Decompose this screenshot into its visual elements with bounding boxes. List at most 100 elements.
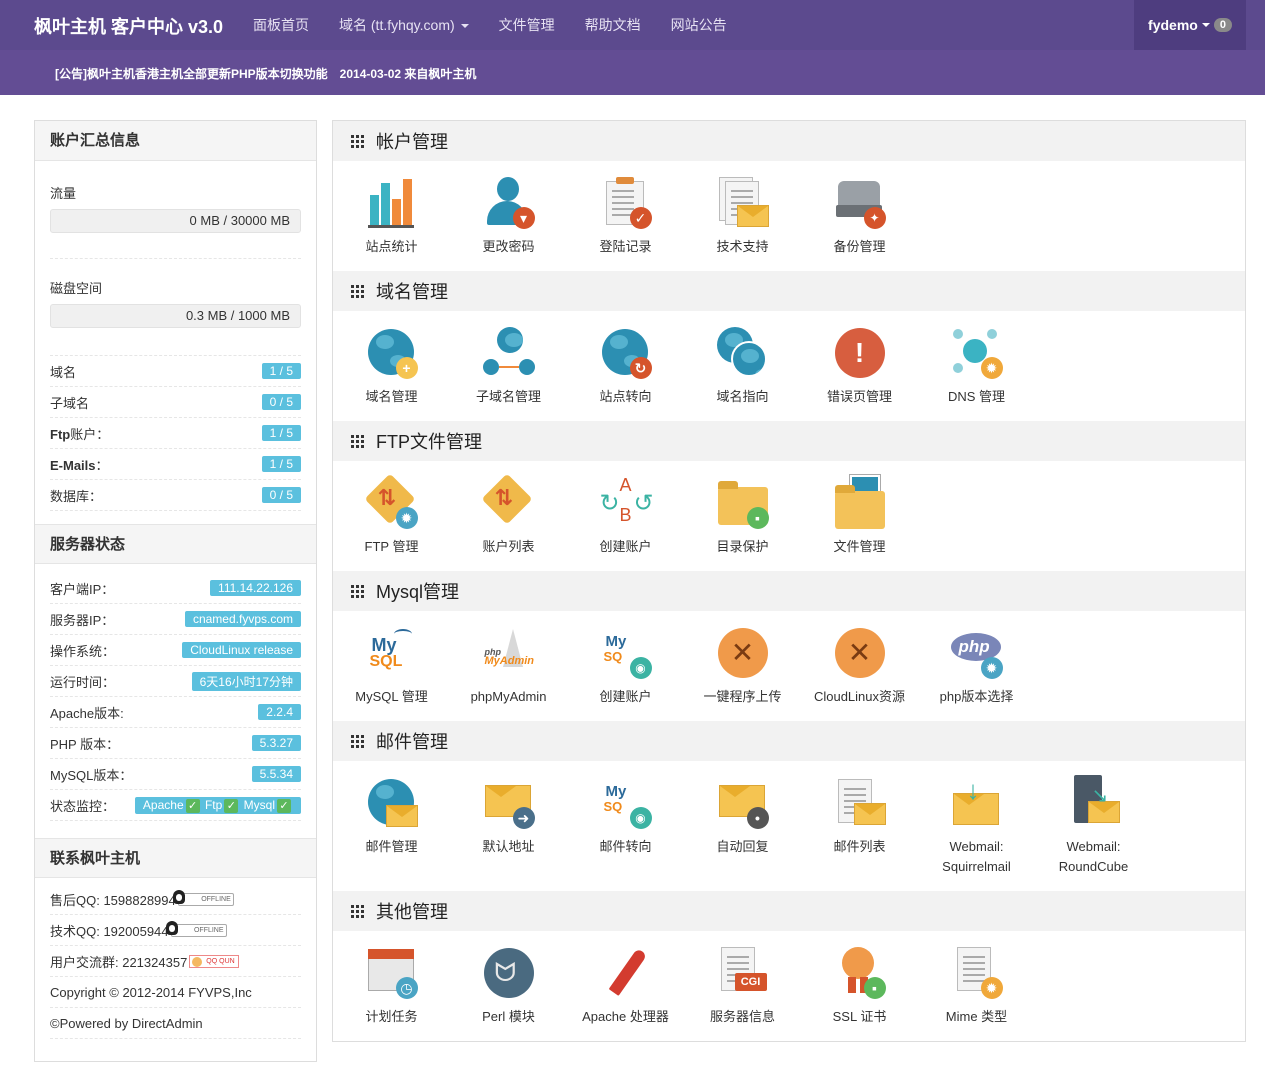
stat-label-rest: 账户： [70,426,110,442]
contact-body: 售后QQ: 1598828994 OFFLINE 技术QQ: 192005944 O… [35,878,316,1039]
user-menu[interactable]: fydemo 0 [1134,0,1246,50]
tile-error-pages[interactable]: ! 错误页管理 [801,311,918,421]
tile-mysql-manager[interactable]: My SQL MySQL 管理 [333,611,450,721]
tile-label: php版本选择 [939,689,1014,704]
stat-label: 子域名 [50,395,90,411]
server-value: 5.5.34 [251,766,301,782]
php-gear-icon: php ✹ [949,625,1005,681]
server-label: PHP 版本： [50,736,120,752]
server-label: 服务器IP： [50,612,115,628]
transfer-gear-icon: ⇅ ✹ [364,473,420,531]
sidebar: 账户汇总信息 流量 0 MB / 30000 MB 磁盘空间 0.3 MB / … [34,120,317,1062]
section-account-heading: 帐户管理 [333,121,1245,161]
nav-item-home[interactable]: 面板首页 [238,0,324,50]
tile-site-redirect[interactable]: ↻ 站点转向 [567,311,684,421]
tile-mysql-create-account[interactable]: My SQ ◉ 创建账户 [567,611,684,721]
nav-item-label: 文件管理 [498,17,555,33]
tile-ssl-certificate[interactable]: ▪ SSL 证书 [801,931,918,1041]
check-icon: ✓ [185,798,200,813]
tile-label: 域名管理 [365,389,418,404]
tile-label: 站点统计 [365,239,418,254]
server-label: 运行时间： [50,674,116,690]
tile-one-click-upload[interactable]: ✕ 一键程序上传 [684,611,801,721]
stat-label: E-Mails： [50,455,109,474]
tile-mail-manager[interactable]: 邮件管理 [333,761,450,891]
tile-apache-handlers[interactable]: Apache 处理器 [567,931,684,1041]
nav-item-domain-dropdown[interactable]: 域名 (tt.fyhqy.com) [324,0,484,50]
tile-cron-jobs[interactable]: ◷ 计划任务 [333,931,450,1041]
tile-cloudlinux-resources[interactable]: ✕ CloudLinux资源 [801,611,918,721]
tile-label: 目录保护 [716,539,769,554]
tile-ftp-manager[interactable]: ⇅ ✹ FTP 管理 [333,461,450,571]
tile-subdomain-manager[interactable]: 子域名管理 [450,311,567,421]
tile-default-address[interactable]: ➜ 默认地址 [450,761,567,891]
service-apache: Apache [142,797,184,812]
tile-php-version[interactable]: php ✹ php版本选择 [918,611,1035,721]
grip-icon [351,434,364,448]
tile-ftp-create-account[interactable]: A B ↻ ↺ 创建账户 [567,461,684,571]
tile-site-stats[interactable]: 站点统计 [333,161,450,271]
qq-qun-badge[interactable]: QQ QUN [189,954,239,968]
tile-directory-protect[interactable]: ▪ 目录保护 [684,461,801,571]
copyright-text: Copyright © 2012-2014 FYVPS,Inc [50,984,252,1000]
tile-label: 自动回复 [716,839,769,854]
globe-pair-icon [715,325,771,381]
globe-mail-icon [364,775,420,831]
announcement-link[interactable]: [公告]枫叶主机香港主机全部更新PHP版本切换功能 2014-03-02 来自枫叶… [55,65,476,82]
service-ftp: Ftp [204,797,223,812]
qq-offline-badge[interactable]: OFFLINE [165,920,227,937]
gear-icon: ✹ [980,977,1003,999]
stat-value: 1 / 5 [261,363,301,379]
server-row-mysql: MySQL版本： 5.5.34 [50,759,301,790]
tile-login-records[interactable]: ✓ 登陆记录 [567,161,684,271]
tile-auto-reply[interactable]: • 自动回复 [684,761,801,891]
tile-label: 账户列表 [482,539,535,554]
section-domain-heading: 域名管理 [333,271,1245,311]
nav-item-label: 帮助文档 [584,17,641,33]
tile-domain-manager[interactable]: + 域名管理 [333,311,450,421]
nav-item-help-docs[interactable]: 帮助文档 [570,0,656,50]
service-mysql: Mysql [243,797,275,812]
tile-domain-pointer[interactable]: 域名指向 [684,311,801,421]
tile-mail-list[interactable]: 邮件列表 [801,761,918,891]
tile-backup-manager[interactable]: ✦ 备份管理 [801,161,918,271]
tile-phpmyadmin[interactable]: php MyAdmin phpMyAdmin [450,611,567,721]
disk-label: 磁盘空间 [50,281,103,296]
tile-tech-support[interactable]: 技术支持 [684,161,801,271]
stat-value: 1 / 5 [261,456,301,472]
tile-mail-forward[interactable]: My SQ ◉ 邮件转向 [567,761,684,891]
nav-item-label: 网站公告 [670,17,727,33]
warning-icon: ! [832,325,888,381]
nav-item-label: 面板首页 [253,17,309,33]
section-title: 域名管理 [376,282,448,302]
tile-ftp-account-list[interactable]: ⇅ 账户列表 [450,461,567,571]
tile-webmail-squirrelmail[interactable]: ↓ Webmail: Squirrelmail [918,761,1035,891]
tile-mime-types[interactable]: ✹ Mime 类型 [918,931,1035,1041]
tile-webmail-roundcube[interactable]: ↘ Webmail: RoundCube [1035,761,1152,891]
stat-label: 数据库： [50,488,103,504]
tile-label: Webmail: Squirrelmail [942,839,1011,874]
tile-file-manager[interactable]: 文件管理 [801,461,918,571]
tile-server-info[interactable]: CGI 服务器信息 [684,931,801,1041]
tile-dns-manager[interactable]: ✹ DNS 管理 [918,311,1035,421]
qq-badge-label: OFFLINE [201,895,231,903]
tools-icon: ✕ [715,625,771,681]
server-mail-icon: ↘ [1066,775,1122,831]
tools-icon: ✕ [832,625,888,681]
tile-perl-modules[interactable]: ᗢ Perl 模块 [450,931,567,1041]
brand-title[interactable]: 枫叶主机 客户中心 v3.0 [34,17,224,37]
nav-item-announcements[interactable]: 网站公告 [656,0,742,50]
top-navbar: 枫叶主机 客户中心 v3.0 面板首页 域名 (tt.fyhqy.com) 文件… [0,0,1265,50]
section-title: FTP文件管理 [376,432,482,452]
tile-label: 更改密码 [482,239,535,254]
tile-label: 技术支持 [716,239,769,254]
server-label: 状态监控： [50,798,116,814]
mysql-wireless-icon: My SQ ◉ [598,625,654,681]
lock-icon: ▪ [746,507,769,529]
qq-offline-badge[interactable]: OFFLINE [172,889,234,906]
server-value: CloudLinux release [182,642,301,658]
nav-item-file-manager[interactable]: 文件管理 [484,0,570,50]
stat-row-ftp: Ftp账户： 1 / 5 [50,418,301,449]
tile-change-password[interactable]: ▾ 更改密码 [450,161,567,271]
tile-label: 邮件转向 [599,839,652,854]
